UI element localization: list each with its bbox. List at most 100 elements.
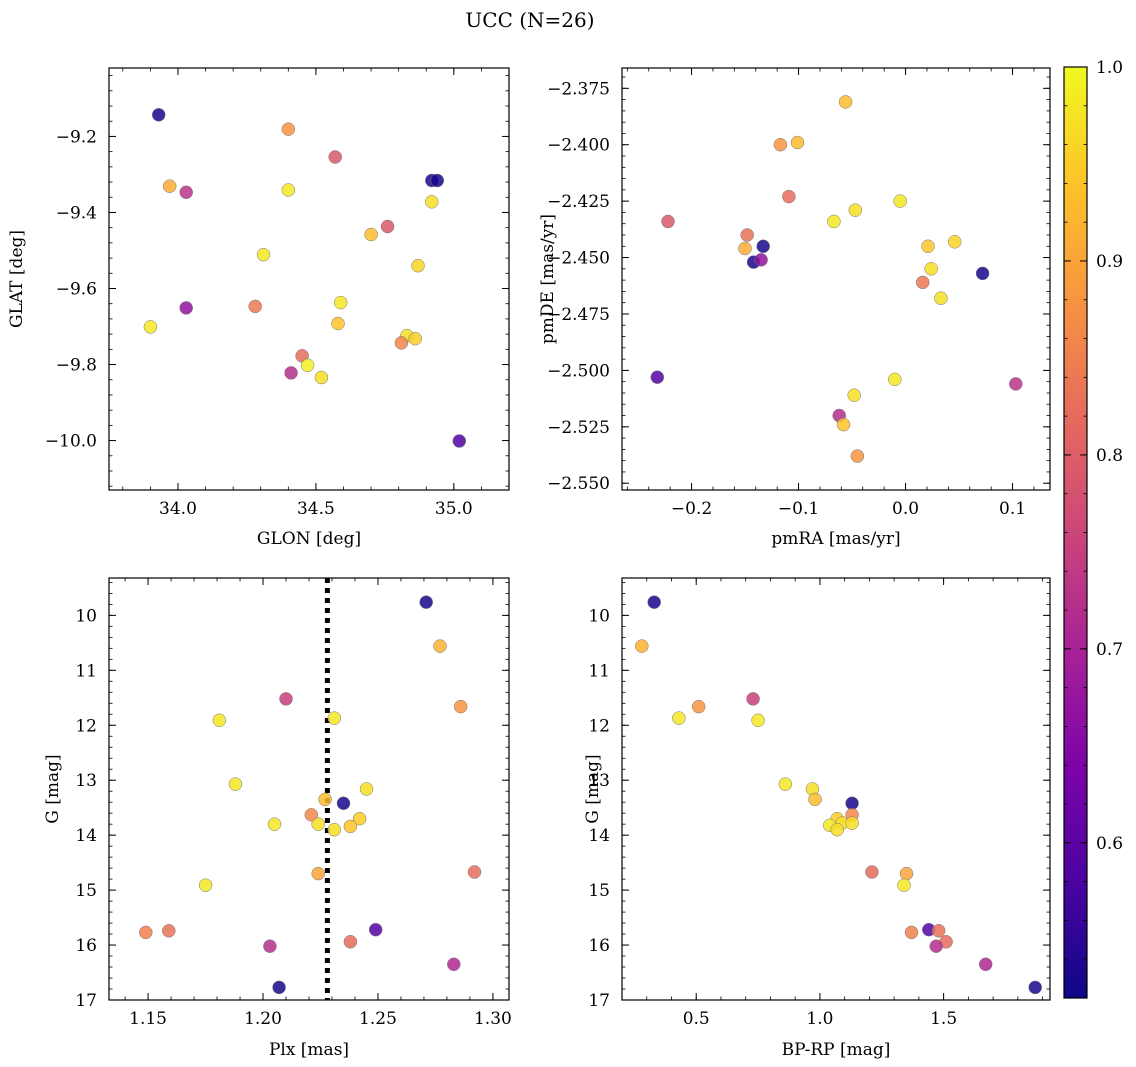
x-axis-label: Plx [mas]	[269, 1040, 349, 1060]
data-point	[931, 924, 946, 938]
panel-parallax-magnitude: 1.15 1.20 1.25 1.30 10 11 12 13 14 15 16 17 Plx [mas…	[43, 577, 512, 1060]
data-point	[212, 713, 227, 728]
data-point	[691, 699, 706, 714]
data-point	[467, 865, 482, 879]
y-tick-label: −2.525	[547, 418, 610, 438]
data-point	[830, 822, 844, 837]
data-point	[848, 203, 863, 217]
colorbar-tick-label: 0.8	[1096, 446, 1123, 466]
data-point	[139, 925, 153, 940]
data-point	[272, 980, 286, 995]
axes-frame	[621, 67, 1051, 491]
y-axis-label: GLAT [deg]	[7, 230, 27, 328]
x-tick-label: 0.0	[892, 499, 919, 519]
colorbar: 0.6 0.7 0.8 0.9 1.0	[1063, 58, 1123, 999]
y-tick-label: 12	[588, 716, 610, 736]
data-point	[921, 239, 935, 254]
x-tick-label: 35.0	[435, 499, 473, 519]
data-point	[333, 295, 348, 310]
x-axis-label: GLON [deg]	[257, 529, 361, 549]
data-point	[751, 713, 765, 728]
x-tick-label: 0.1	[999, 499, 1026, 519]
y-tick-label: −9.6	[56, 280, 97, 300]
data-point	[778, 777, 793, 791]
data-point	[899, 866, 914, 881]
data-point	[827, 214, 841, 229]
data-point	[411, 258, 425, 273]
y-axis-label: pmDE [mas/yr]	[538, 214, 558, 344]
y-tick-label: −2.475	[547, 305, 610, 325]
panel-color-magnitude: 0.5 1.0 1.5 10 11 12 13 14 15 16 17 BP-RP [mag] G [m…	[583, 577, 1051, 1060]
data-point	[300, 358, 315, 373]
data-point	[359, 782, 374, 796]
y-tick-label: −9.8	[56, 356, 97, 376]
data-point	[419, 595, 433, 609]
y-tick-label: 10	[588, 606, 610, 626]
x-tick-label: 1.30	[474, 1009, 512, 1029]
y-tick-label: 14	[588, 826, 610, 846]
data-point	[380, 219, 395, 234]
data-point	[1009, 377, 1023, 391]
y-tick-label: −10.0	[45, 432, 97, 452]
data-point	[740, 228, 754, 242]
y-tick-label: 11	[75, 661, 97, 681]
x-tick-label: 1.5	[930, 1009, 957, 1029]
data-point	[151, 108, 166, 122]
colorbar-tick-label: 0.9	[1096, 252, 1123, 272]
data-point	[162, 179, 177, 193]
y-tick-label: −9.4	[56, 203, 97, 223]
x-tick-label: 1.15	[129, 1009, 167, 1029]
colorbar-tick-label: 0.7	[1096, 640, 1123, 660]
y-tick-label: 13	[588, 771, 610, 791]
data-point	[284, 366, 298, 380]
y-tick-label: 12	[75, 716, 97, 736]
y-tick-label: 14	[75, 826, 97, 846]
x-tick-label: 1.25	[359, 1009, 397, 1029]
data-point	[850, 449, 865, 463]
data-point	[331, 316, 345, 331]
data-point	[650, 370, 665, 384]
data-point	[836, 417, 851, 432]
data-point	[394, 336, 409, 350]
y-tick-label: 17	[75, 991, 97, 1011]
data-point	[179, 185, 193, 200]
data-point	[425, 195, 439, 209]
data-point	[336, 796, 351, 811]
data-point	[352, 811, 367, 826]
panel-position: 34.0 34.5 35.0 −9.2 −9.4 −9.6 −9.8 −10.0 GLON [d…	[7, 67, 510, 549]
data-point	[408, 331, 422, 346]
data-point	[838, 95, 853, 109]
data-point	[904, 925, 919, 940]
y-tick-label: 16	[588, 936, 610, 956]
data-point	[915, 275, 930, 290]
data-point	[897, 878, 911, 892]
data-point	[453, 699, 468, 714]
data-point	[179, 301, 193, 315]
y-tick-label: 15	[75, 881, 97, 901]
data-point	[311, 817, 325, 831]
data-point	[281, 183, 296, 197]
data-point	[248, 299, 262, 314]
data-point	[364, 227, 378, 242]
x-tick-label: 34.0	[159, 499, 197, 519]
data-point	[328, 150, 342, 164]
y-tick-label: −9.2	[56, 127, 97, 147]
data-point	[635, 639, 649, 653]
data-point	[452, 434, 467, 448]
data-point	[975, 266, 990, 281]
x-axis-label: BP-RP [mag]	[782, 1040, 891, 1060]
x-tick-label: 34.5	[297, 499, 335, 519]
data-point	[893, 194, 907, 208]
x-tick-label: 0.5	[683, 1009, 710, 1029]
y-tick-label: −2.425	[547, 192, 610, 212]
data-point	[754, 253, 768, 267]
data-point	[304, 808, 319, 822]
x-tick-label: 1.20	[244, 1009, 282, 1029]
y-tick-label: 11	[588, 661, 610, 681]
y-tick-label: −2.550	[547, 474, 610, 494]
data-point	[782, 189, 796, 204]
data-point	[198, 878, 213, 892]
data-point	[808, 792, 822, 807]
y-axis-label: G [mag]	[43, 754, 63, 823]
data-point	[327, 711, 342, 725]
